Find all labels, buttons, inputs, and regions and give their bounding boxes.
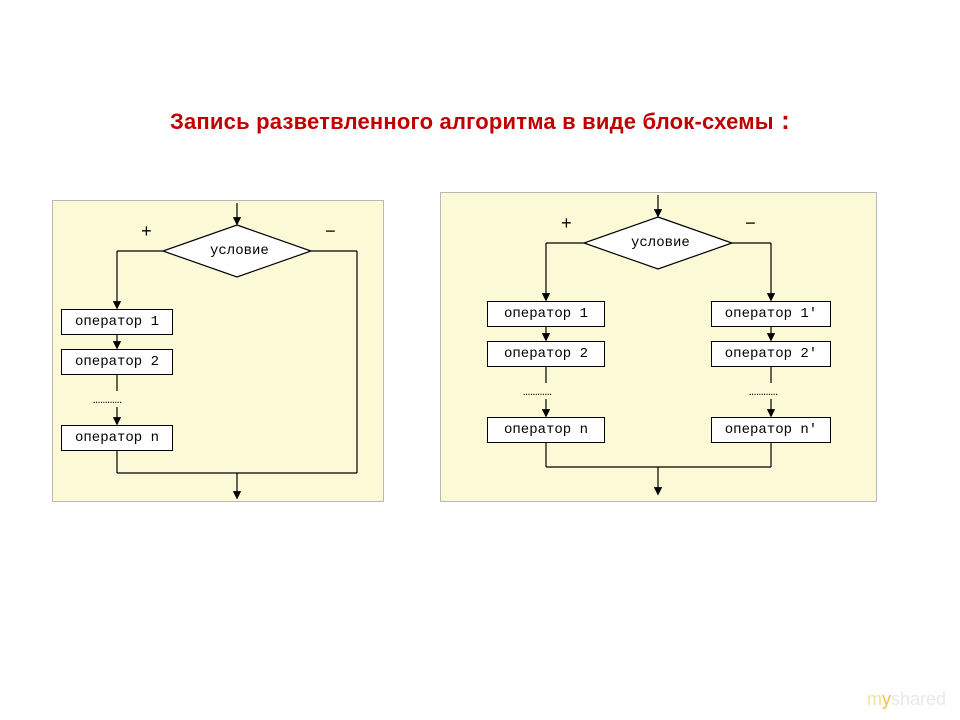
flowchart-right: + − условие оператор 1 оператор 2 ………… о… <box>440 192 877 502</box>
op-box-rln: оператор n <box>487 417 605 443</box>
watermark: myshared <box>867 689 946 710</box>
dots-left: ………… <box>93 393 122 407</box>
op-box-ln: оператор n <box>61 425 173 451</box>
dots-rr: ………… <box>749 385 778 399</box>
condition-left: условие <box>210 243 269 259</box>
op-box-l2: оператор 2 <box>61 349 173 375</box>
op-box-rr1: оператор 1' <box>711 301 831 327</box>
minus-sign-left: − <box>325 223 336 243</box>
title-text: Запись разветвленного алгоритма в виде б… <box>170 109 774 134</box>
op-box-rl2: оператор 2 <box>487 341 605 367</box>
op-box-rl1: оператор 1 <box>487 301 605 327</box>
flowchart-left: + − условие оператор 1 оператор 2 ………… о… <box>52 200 384 502</box>
plus-sign-right: + <box>561 215 572 235</box>
op-box-rrn: оператор n' <box>711 417 831 443</box>
page-title: Запись разветвленного алгоритма в виде б… <box>0 105 960 136</box>
watermark-m: m <box>867 689 882 709</box>
watermark-y: y <box>882 689 891 709</box>
dots-rl: ………… <box>523 385 552 399</box>
watermark-rest: shared <box>891 689 946 709</box>
minus-sign-right: − <box>745 215 756 235</box>
condition-right: условие <box>631 235 690 251</box>
op-box-l1: оператор 1 <box>61 309 173 335</box>
op-box-rr2: оператор 2' <box>711 341 831 367</box>
plus-sign-left: + <box>141 223 152 243</box>
